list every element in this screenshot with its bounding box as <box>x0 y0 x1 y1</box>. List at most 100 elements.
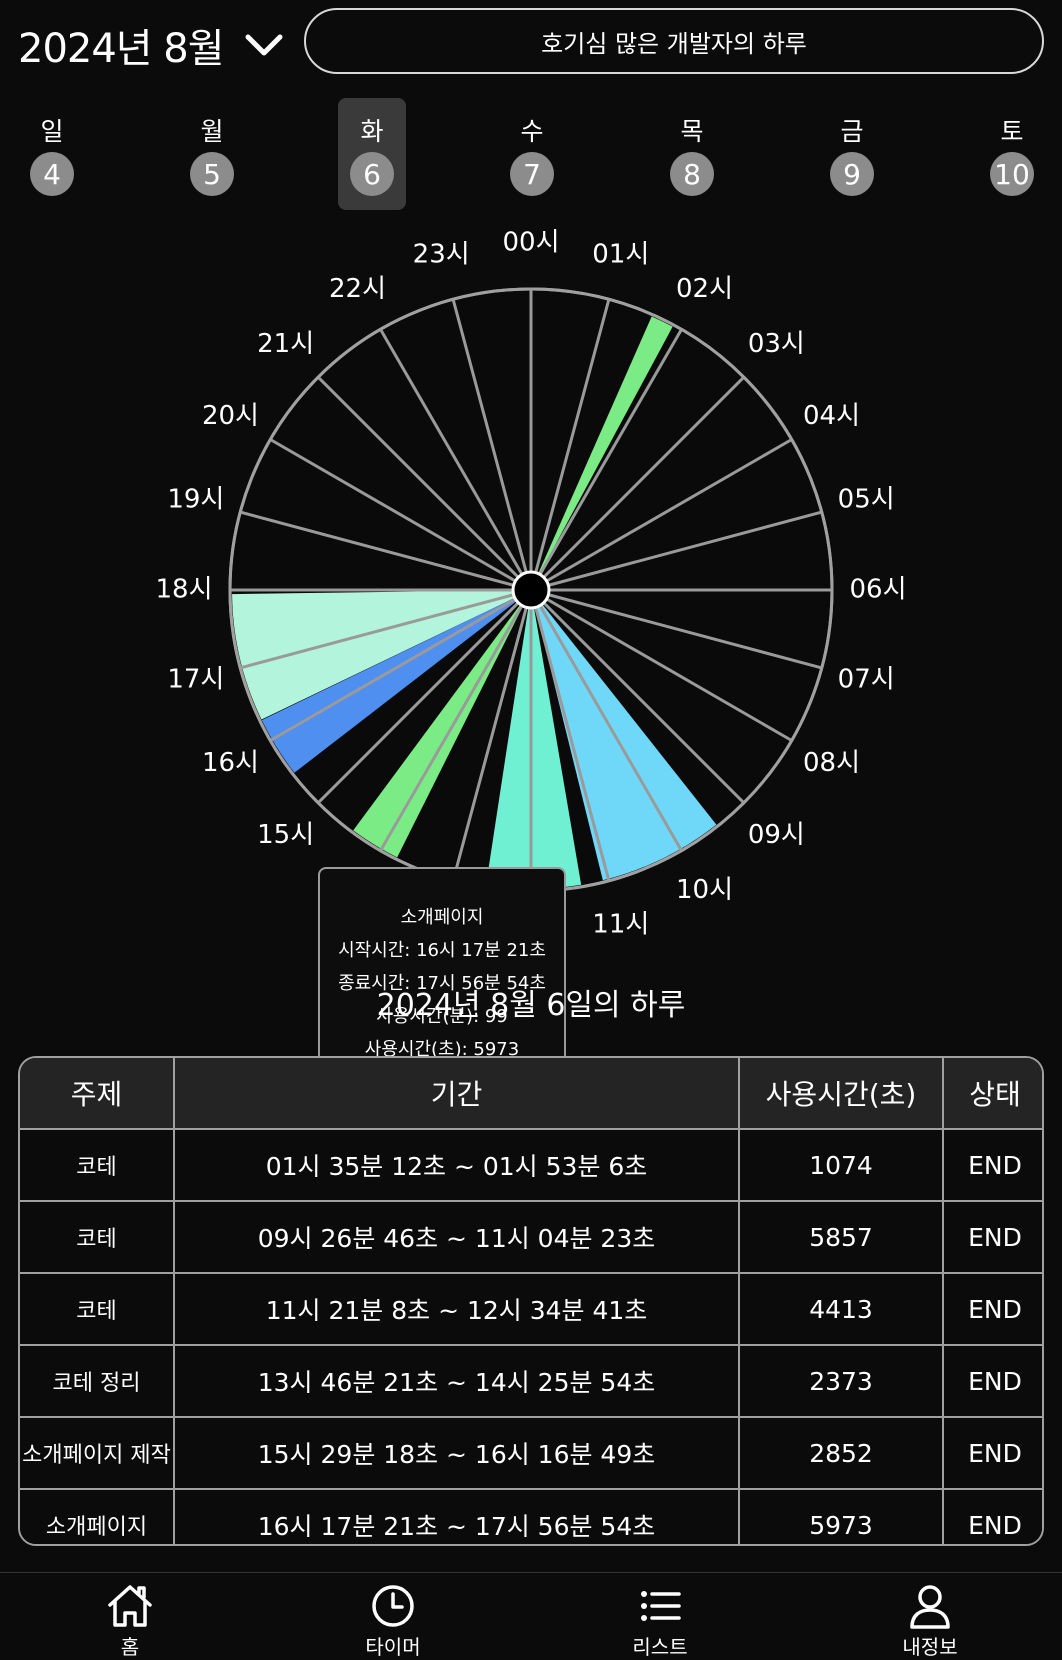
hour-line <box>379 589 533 852</box>
clock-chart-svg: 00시01시02시03시04시05시06시07시08시09시10시11시12시1… <box>155 228 906 952</box>
chart-segment-1[interactable] <box>531 590 717 881</box>
hour-label: 04시 <box>803 401 860 431</box>
home-icon <box>108 1585 152 1627</box>
hour-line <box>317 376 533 592</box>
cell-status: END <box>942 1344 1042 1418</box>
month-selector[interactable]: 2024년 8월 <box>18 10 286 80</box>
weekday-label: 금 <box>840 117 864 146</box>
tooltip-title: 소개페이지 <box>400 907 484 928</box>
chart-segment-5[interactable] <box>232 590 531 720</box>
nav-profile[interactable]: 내정보 <box>860 1583 1000 1660</box>
table-row[interactable]: 코테 09시 26분 46초 ~ 11시 04분 23초 5857 END <box>20 1200 1042 1274</box>
day-sun[interactable]: 일 4 <box>18 98 86 210</box>
cell-seconds: 5973 <box>738 1488 944 1544</box>
table-row[interactable]: 소개페이지 제작 15시 29분 18초 ~ 16시 16분 49초 2852 … <box>20 1416 1042 1490</box>
nav-label: 내정보 <box>902 1635 958 1659</box>
page-title: 호기심 많은 개발자의 하루 <box>304 8 1044 74</box>
header: 2024년 8월 호기심 많은 개발자의 하루 <box>0 0 1062 92</box>
cell-topic: 소개페이지 제작 <box>20 1416 175 1490</box>
weekday-label: 수 <box>520 117 544 146</box>
tooltip-minutes: 사용시간(분): 99 <box>376 1006 508 1027</box>
cell-topic: 소개페이지 <box>20 1488 175 1544</box>
hour-line <box>379 328 533 591</box>
month-label: 2024년 8월 <box>18 26 225 72</box>
hour-label: 17시 <box>167 664 224 694</box>
date-number: 4 <box>30 152 74 196</box>
cell-period: 13시 46분 21초 ~ 14시 25분 54초 <box>173 1344 740 1418</box>
hour-label: 08시 <box>803 748 860 778</box>
chart-segment-2[interactable] <box>485 590 582 890</box>
list-icon <box>641 1591 681 1621</box>
cell-status: END <box>942 1272 1042 1346</box>
hour-label: 09시 <box>748 820 805 850</box>
cell-seconds: 4413 <box>738 1272 944 1346</box>
usage-table: 주제 기간 사용시간(초) 상태 코테 01시 35분 12초 ~ 01시 53… <box>18 1056 1044 1546</box>
weekday-label: 일 <box>40 117 64 146</box>
hour-line <box>451 589 533 882</box>
hour-label: 10시 <box>676 875 733 905</box>
hour-label: 00시 <box>502 228 559 258</box>
segment-tooltip: 소개페이지 시작시간: 16시 17분 21초 종료시간: 17시 56분 54… <box>318 867 566 1093</box>
tooltip-start: 시작시간: 16시 17분 21초 <box>338 940 546 961</box>
hour-line <box>269 438 532 592</box>
cell-topic: 코테 <box>20 1128 175 1202</box>
hour-line <box>530 510 823 592</box>
day-fri[interactable]: 금 9 <box>818 98 886 210</box>
day-thu[interactable]: 목 8 <box>658 98 726 210</box>
hour-label: 18시 <box>155 575 212 605</box>
weekday-label: 목 <box>680 117 704 146</box>
nav-timer[interactable]: 타이머 <box>323 1583 463 1660</box>
clock-hub <box>511 570 551 610</box>
hour-label: 07시 <box>838 664 895 694</box>
hour-label: 15시 <box>257 820 314 850</box>
hour-line <box>530 588 793 742</box>
cell-status: END <box>942 1416 1042 1490</box>
hour-label: 20시 <box>202 401 259 431</box>
cell-period: 01시 35분 12초 ~ 01시 53분 6초 <box>173 1128 740 1202</box>
day-wed[interactable]: 수 7 <box>498 98 566 210</box>
day-clock-chart: 00시01시02시03시04시05시06시07시08시09시10시11시12시1… <box>0 220 1062 1093</box>
day-tue-selected[interactable]: 화 6 <box>338 98 406 210</box>
table-row[interactable]: 코테 11시 21분 8초 ~ 12시 34분 41초 4413 END <box>20 1272 1042 1346</box>
nav-home[interactable]: 홈 <box>60 1583 200 1660</box>
hour-line <box>530 588 823 670</box>
cell-seconds: 5857 <box>738 1200 944 1274</box>
cell-period: 11시 21분 8초 ~ 12시 34분 41초 <box>173 1272 740 1346</box>
table-header-row: 주제 기간 사용시간(초) 상태 <box>20 1058 1042 1130</box>
bottom-nav: 홈 타이머 리스트 내정보 <box>0 1572 1062 1659</box>
hour-label: 16시 <box>202 748 259 778</box>
table-row[interactable]: 소개페이지 16시 17분 21초 ~ 17시 56분 54초 5973 END <box>20 1488 1042 1544</box>
hour-line <box>530 438 793 592</box>
date-number: 9 <box>830 152 874 196</box>
day-sat[interactable]: 토 10 <box>978 98 1046 210</box>
col-header-status: 상태 <box>942 1058 1042 1130</box>
chart-segment-3[interactable] <box>353 590 531 858</box>
chart-segment-4[interactable] <box>261 590 531 773</box>
hour-label: 05시 <box>838 485 895 515</box>
date-number: 6 <box>350 152 394 196</box>
hour-label: 19시 <box>167 485 224 515</box>
hour-label: 06시 <box>849 575 906 605</box>
cell-topic: 코테 <box>20 1272 175 1346</box>
cell-status: END <box>942 1128 1042 1202</box>
hour-line <box>239 510 532 592</box>
hour-line <box>529 298 611 591</box>
cell-seconds: 2373 <box>738 1344 944 1418</box>
day-caption: 2024년 8월 6일의 하루 <box>376 988 686 1023</box>
date-number: 5 <box>190 152 234 196</box>
chart-segment-0[interactable] <box>531 316 673 590</box>
hour-label: 03시 <box>748 329 805 359</box>
hour-line <box>529 588 745 804</box>
table-row[interactable]: 코테 정리 13시 46분 21초 ~ 14시 25분 54초 2373 END <box>20 1344 1042 1418</box>
chevron-down-icon <box>245 34 283 56</box>
hour-label: 01시 <box>592 239 649 269</box>
tooltip-seconds: 사용시간(초): 5973 <box>364 1039 520 1060</box>
hour-line <box>529 328 683 591</box>
col-header-seconds: 사용시간(초) <box>738 1058 944 1130</box>
weekday-label: 토 <box>1000 117 1024 146</box>
nav-list[interactable]: 리스트 <box>590 1583 730 1660</box>
table-row[interactable]: 코테 01시 35분 12초 ~ 01시 53분 6초 1074 END <box>20 1128 1042 1202</box>
day-mon[interactable]: 월 5 <box>178 98 246 210</box>
nav-label: 홈 <box>120 1635 140 1659</box>
hour-label: 21시 <box>257 329 314 359</box>
